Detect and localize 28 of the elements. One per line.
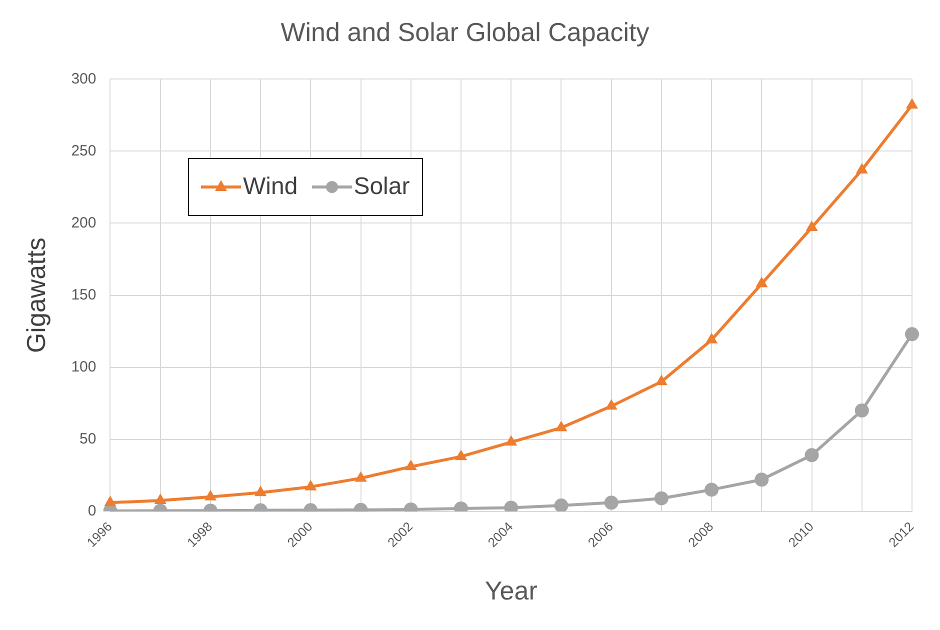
point [254, 486, 267, 496]
y-tick-label: 50 [80, 430, 96, 448]
point [204, 490, 217, 500]
point [756, 276, 768, 288]
point [154, 494, 166, 504]
point [705, 332, 718, 344]
point [555, 420, 568, 432]
point [454, 450, 468, 460]
point [104, 496, 116, 506]
point [505, 435, 518, 446]
point [404, 460, 417, 470]
point [856, 162, 868, 174]
y-axis-title: Gigawatts [20, 237, 51, 354]
y-tick-label: 300 [71, 70, 96, 88]
legend-label: Wind [243, 173, 298, 201]
y-tick-label: 200 [71, 214, 96, 232]
y-tick-label: 250 [71, 142, 96, 160]
point [906, 98, 918, 109]
point [806, 220, 818, 232]
x-axis-title: Year [484, 576, 538, 606]
chart-title: Wind and Solar Global Capacity [280, 16, 650, 47]
point [605, 399, 618, 410]
y-tick-label: 0 [88, 502, 96, 520]
point [304, 480, 317, 490]
y-tick-label: 100 [71, 358, 96, 376]
y-tick-label: 150 [71, 286, 96, 304]
point [354, 471, 367, 482]
legend-label: Solar [354, 173, 410, 201]
